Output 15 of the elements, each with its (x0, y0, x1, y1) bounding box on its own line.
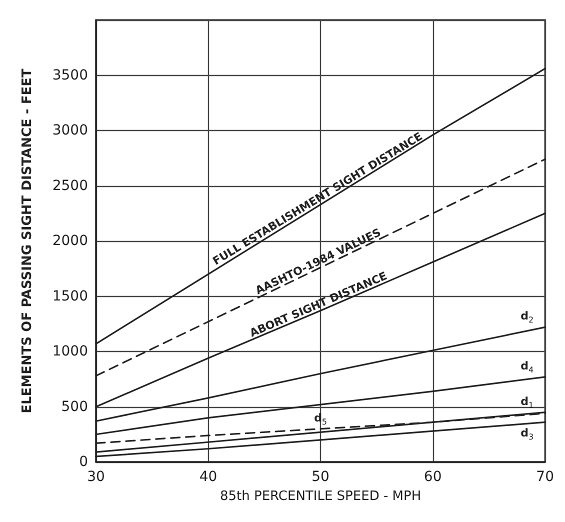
y-tick-label: 3000 (52, 122, 88, 138)
y-tick-label: 2500 (52, 178, 88, 194)
x-tick-label: 60 (424, 469, 442, 485)
x-tick-label: 70 (536, 469, 554, 485)
x-tick-label: 30 (87, 469, 105, 485)
y-tick-label: 500 (61, 398, 88, 415)
y-axis-title: ELEMENTS OF PASSING SIGHT DISTANCE - FEET (20, 68, 35, 414)
y-tick-label: 0 (79, 454, 88, 470)
y-tick-label: 2000 (52, 233, 88, 249)
x-tick-label: 40 (199, 469, 218, 485)
x-axis-title: 85th PERCENTILE SPEED - MPH (220, 489, 422, 504)
y-tick-label: 3500 (52, 67, 88, 84)
x-tick-label: 50 (312, 469, 330, 485)
y-tick-label: 1500 (52, 288, 88, 304)
y-tick-label: 1000 (52, 344, 88, 360)
